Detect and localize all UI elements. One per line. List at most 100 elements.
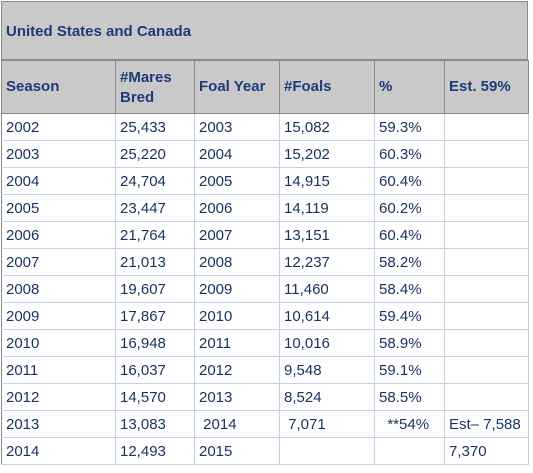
- percent-cell: 59.1%: [374, 356, 445, 384]
- mares-bred-cell: 13,083: [115, 410, 195, 438]
- header-mares-bred: #Mares Bred: [115, 60, 195, 114]
- season-cell: 2009: [1, 302, 116, 330]
- percent-cell: 60.4%: [374, 167, 445, 195]
- table-row: 2011 16,037 2012 9,548 59.1%: [1, 356, 529, 384]
- foals-cell: 12,237: [279, 248, 375, 276]
- mares-bred-cell: 16,037: [115, 356, 195, 384]
- foals-cell: 10,016: [279, 329, 375, 357]
- table-row: 2007 21,013 2008 12,237 58.2%: [1, 248, 529, 276]
- table-row: 2014 12,493 2015 7,370: [1, 437, 529, 465]
- percent-cell: 59.4%: [374, 302, 445, 330]
- mares-bred-cell: 25,433: [115, 113, 195, 141]
- foal-year-cell: 2009: [194, 275, 280, 303]
- table-row: 2013 13,083 2014 7,071 **54% Est– 7,588: [1, 410, 529, 438]
- table-row: 2010 16,948 2011 10,016 58.9%: [1, 329, 529, 357]
- header-estimate: Est. 59%: [444, 60, 529, 114]
- season-cell: 2005: [1, 194, 116, 222]
- percent-cell: 58.2%: [374, 248, 445, 276]
- table-body: 2002 25,433 2003 15,082 59.3% 2003 25,220 2004 1…: [1, 113, 529, 465]
- foal-year-cell: 2013: [194, 383, 280, 411]
- season-cell: 2008: [1, 275, 116, 303]
- foal-year-cell: 2007: [194, 221, 280, 249]
- season-cell: 2007: [1, 248, 116, 276]
- foals-cell: 14,119: [279, 194, 375, 222]
- estimate-cell: Est– 7,588: [444, 410, 529, 438]
- percent-cell: 60.2%: [374, 194, 445, 222]
- estimate-cell: [444, 383, 529, 411]
- percent-cell: 58.5%: [374, 383, 445, 411]
- foals-cell: 8,524: [279, 383, 375, 411]
- mares-bred-cell: 21,013: [115, 248, 195, 276]
- foals-cell: 9,548: [279, 356, 375, 384]
- header-percent: %: [374, 60, 445, 114]
- table-row: 2008 19,607 2009 11,460 58.4%: [1, 275, 529, 303]
- table-row: 2004 24,704 2005 14,915 60.4%: [1, 167, 529, 195]
- table-row: 2006 21,764 2007 13,151 60.4%: [1, 221, 529, 249]
- percent-cell: 60.4%: [374, 221, 445, 249]
- header-row: Season #Mares Bred Foal Year #Foals % Es…: [1, 60, 529, 114]
- table-row: 2002 25,433 2003 15,082 59.3%: [1, 113, 529, 141]
- mares-bred-cell: 25,220: [115, 140, 195, 168]
- percent-cell: [374, 437, 445, 465]
- season-cell: 2006: [1, 221, 116, 249]
- foals-cell: 10,614: [279, 302, 375, 330]
- foals-cell: [279, 437, 375, 465]
- mares-bred-cell: 24,704: [115, 167, 195, 195]
- estimate-cell: [444, 167, 529, 195]
- foal-year-cell: 2011: [194, 329, 280, 357]
- mares-bred-cell: 17,867: [115, 302, 195, 330]
- mares-bred-cell: 21,764: [115, 221, 195, 249]
- mares-bred-cell: 14,570: [115, 383, 195, 411]
- season-cell: 2013: [1, 410, 116, 438]
- foals-cell: 14,915: [279, 167, 375, 195]
- foal-year-cell: 2015: [194, 437, 280, 465]
- table-row: 2003 25,220 2004 15,202 60.3%: [1, 140, 529, 168]
- estimate-cell: [444, 113, 529, 141]
- percent-cell: 59.3%: [374, 113, 445, 141]
- table-title-bar: United States and Canada: [1, 1, 528, 60]
- season-cell: 2002: [1, 113, 116, 141]
- foal-year-cell: 2008: [194, 248, 280, 276]
- foal-year-cell: 2005: [194, 167, 280, 195]
- foal-year-cell: 2012: [194, 356, 280, 384]
- header-season: Season: [1, 60, 116, 114]
- season-cell: 2012: [1, 383, 116, 411]
- foal-year-cell: 2004: [194, 140, 280, 168]
- foal-year-cell: 2006: [194, 194, 280, 222]
- header-mares-bred-label: #Mares Bred: [120, 69, 172, 106]
- season-cell: 2014: [1, 437, 116, 465]
- foal-year-cell: 2003: [194, 113, 280, 141]
- estimate-cell: [444, 356, 529, 384]
- header-foals: #Foals: [279, 60, 375, 114]
- foals-cell: 11,460: [279, 275, 375, 303]
- mares-bred-cell: 12,493: [115, 437, 195, 465]
- mares-bred-cell: 16,948: [115, 329, 195, 357]
- table-title: United States and Canada: [6, 23, 192, 40]
- foals-cell: 15,082: [279, 113, 375, 141]
- mares-bred-cell: 23,447: [115, 194, 195, 222]
- table-row: 2009 17,867 2010 10,614 59.4%: [1, 302, 529, 330]
- estimate-cell: [444, 302, 529, 330]
- table-row: 2005 23,447 2006 14,119 60.2%: [1, 194, 529, 222]
- season-cell: 2011: [1, 356, 116, 384]
- estimate-cell: 7,370: [444, 437, 529, 465]
- foals-cell: 7,071: [279, 410, 375, 438]
- table-row: 2012 14,570 2013 8,524 58.5%: [1, 383, 529, 411]
- header-foal-year: Foal Year: [194, 60, 280, 114]
- mares-bred-cell: 19,607: [115, 275, 195, 303]
- percent-cell: **54%: [374, 410, 445, 438]
- season-cell: 2004: [1, 167, 116, 195]
- season-cell: 2003: [1, 140, 116, 168]
- foal-year-cell: 2014: [194, 410, 280, 438]
- estimate-cell: [444, 221, 529, 249]
- percent-cell: 60.3%: [374, 140, 445, 168]
- estimate-cell: [444, 275, 529, 303]
- foal-crop-table: Season #Mares Bred Foal Year #Foals % Es…: [1, 60, 529, 465]
- season-cell: 2010: [1, 329, 116, 357]
- estimate-cell: [444, 248, 529, 276]
- estimate-cell: [444, 140, 529, 168]
- estimate-cell: [444, 329, 529, 357]
- estimate-cell: [444, 194, 529, 222]
- foals-cell: 13,151: [279, 221, 375, 249]
